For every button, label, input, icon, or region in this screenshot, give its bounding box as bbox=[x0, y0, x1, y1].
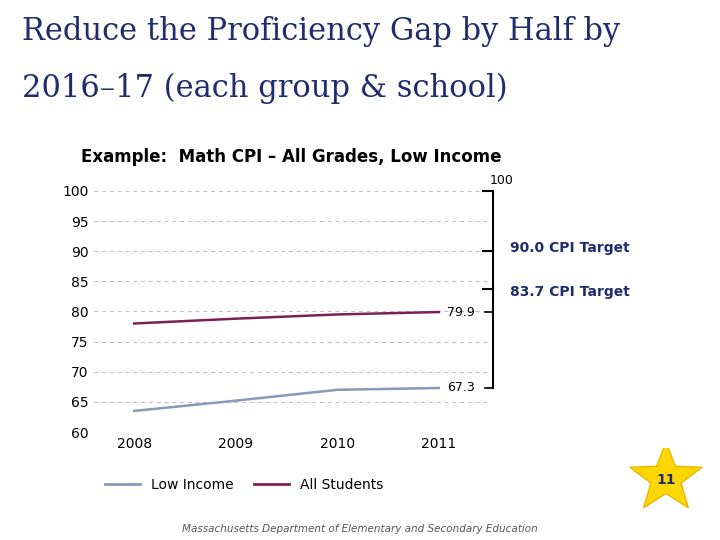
Text: 90.0 CPI Target: 90.0 CPI Target bbox=[510, 241, 629, 255]
Text: 2016–17 (each group & school): 2016–17 (each group & school) bbox=[22, 73, 507, 104]
Text: 11: 11 bbox=[656, 473, 676, 487]
Text: Massachusetts Department of Elementary and Secondary Education: Massachusetts Department of Elementary a… bbox=[182, 524, 538, 534]
Title: Example:  Math CPI – All Grades, Low Income: Example: Math CPI – All Grades, Low Inco… bbox=[81, 147, 502, 166]
Polygon shape bbox=[630, 442, 702, 508]
Text: 100: 100 bbox=[490, 173, 513, 186]
Text: 79.9: 79.9 bbox=[447, 306, 474, 319]
Legend: Low Income, All Students: Low Income, All Students bbox=[99, 472, 389, 498]
Text: 67.3: 67.3 bbox=[447, 381, 474, 395]
Text: Reduce the Proficiency Gap by Half by: Reduce the Proficiency Gap by Half by bbox=[22, 16, 620, 47]
Text: 83.7 CPI Target: 83.7 CPI Target bbox=[510, 285, 629, 299]
